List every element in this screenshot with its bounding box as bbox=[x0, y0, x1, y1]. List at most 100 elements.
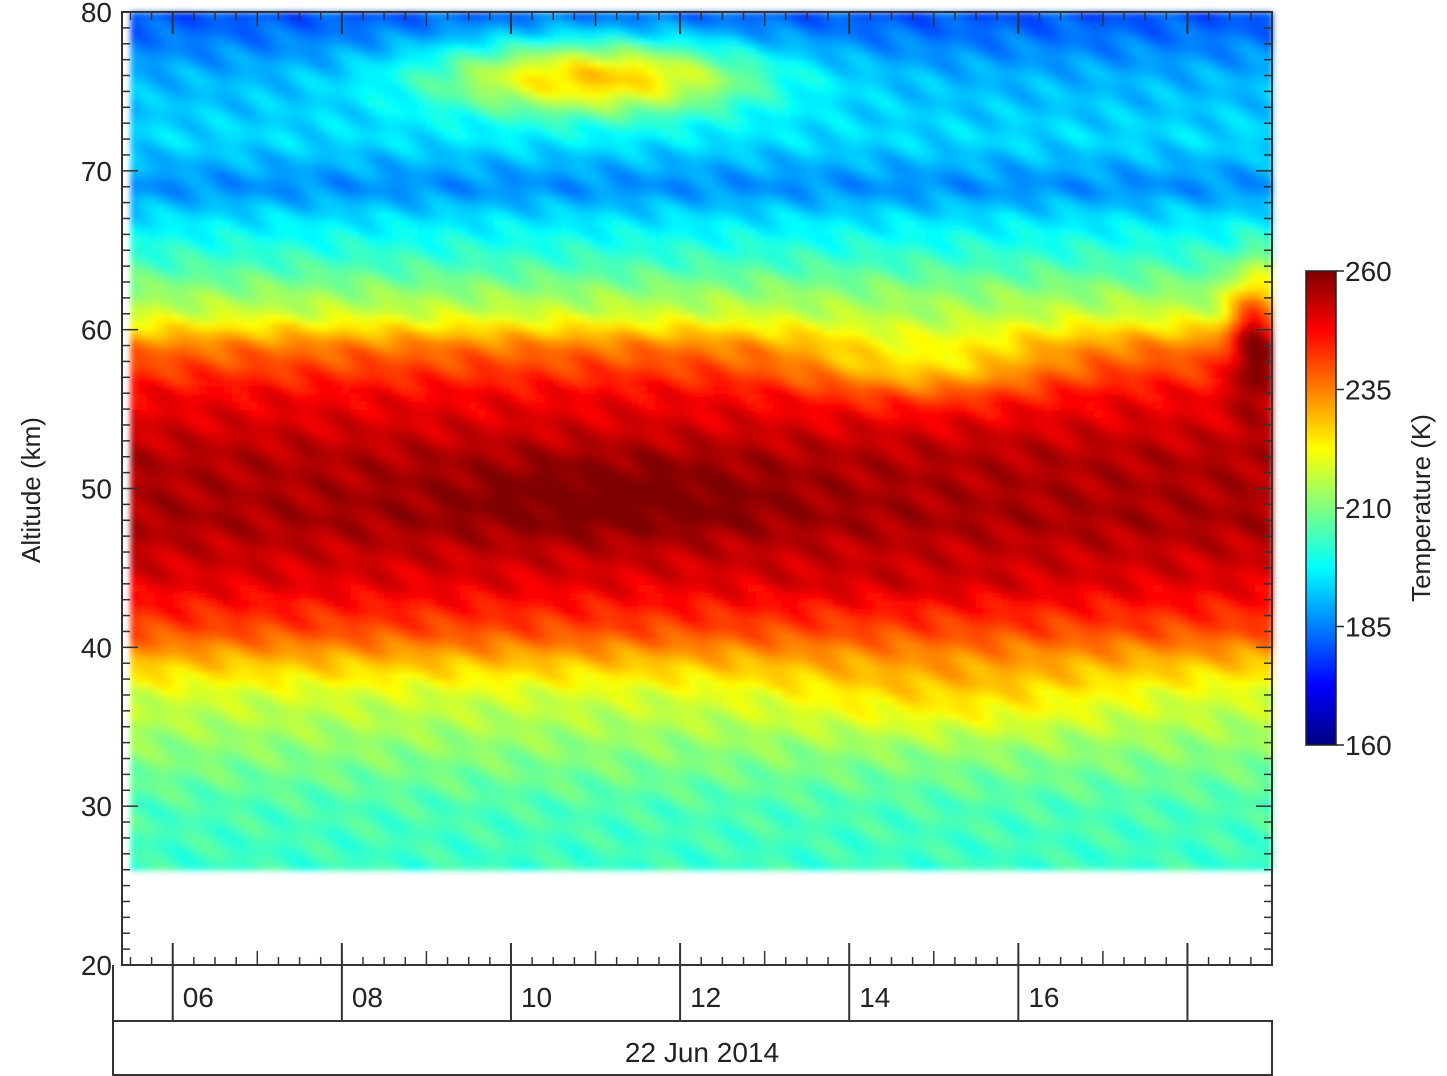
heat-cell bbox=[248, 417, 259, 426]
heat-cell bbox=[265, 575, 276, 585]
heat-cell bbox=[164, 139, 174, 148]
heat-cell bbox=[341, 12, 352, 21]
heat-cell bbox=[248, 758, 259, 768]
heat-cell bbox=[401, 766, 411, 776]
heat-cell bbox=[164, 123, 174, 133]
heat-cell bbox=[274, 861, 284, 871]
heat-cell bbox=[358, 695, 369, 704]
heat-cell bbox=[299, 798, 310, 808]
heat-cell bbox=[502, 472, 512, 482]
heat-cell bbox=[333, 12, 343, 21]
heat-cell bbox=[485, 718, 496, 728]
heat-cell bbox=[198, 560, 208, 569]
heat-cell bbox=[409, 790, 419, 800]
heat-cell bbox=[198, 147, 208, 156]
heat-cell bbox=[468, 139, 479, 148]
heat-cell bbox=[265, 274, 276, 283]
heat-cell bbox=[451, 393, 462, 403]
heat-cell bbox=[130, 178, 140, 188]
heat-cell bbox=[215, 726, 225, 736]
heat-cell bbox=[189, 750, 200, 760]
heat-cell bbox=[392, 369, 403, 379]
heat-cell bbox=[181, 59, 191, 69]
heat-cell bbox=[451, 607, 462, 617]
heat-cell bbox=[477, 671, 487, 681]
heat-cell bbox=[181, 83, 191, 93]
heat-cell bbox=[324, 266, 335, 275]
heat-cell bbox=[198, 480, 208, 490]
heat-cell bbox=[341, 575, 352, 585]
heat-cell bbox=[299, 702, 310, 712]
heat-cell bbox=[172, 266, 183, 275]
heat-cell bbox=[375, 194, 386, 204]
heat-cell bbox=[367, 377, 377, 387]
heat-cell bbox=[460, 599, 470, 609]
heat-cell bbox=[265, 480, 276, 490]
heat-cell bbox=[248, 861, 259, 871]
heat-cell bbox=[367, 591, 377, 601]
heat-cell bbox=[257, 655, 267, 665]
heat-cell bbox=[350, 401, 360, 410]
heat-cell bbox=[282, 242, 293, 252]
heat-cell bbox=[511, 702, 521, 712]
heat-cell bbox=[198, 401, 208, 410]
heat-cell bbox=[274, 456, 284, 466]
heat-cell bbox=[299, 377, 310, 387]
heat-cell bbox=[451, 226, 462, 236]
heat-cell bbox=[333, 19, 343, 29]
heat-cell bbox=[511, 155, 521, 164]
heat-cell bbox=[206, 456, 217, 466]
heat-cell bbox=[189, 544, 200, 553]
heat-cell bbox=[460, 266, 470, 275]
heat-cell bbox=[198, 377, 208, 387]
heat-cell bbox=[384, 488, 394, 498]
heat-cell bbox=[426, 305, 436, 315]
heat-cell bbox=[460, 186, 470, 196]
heat-cell bbox=[240, 393, 250, 403]
heat-cell bbox=[468, 440, 479, 450]
heat-cell bbox=[418, 615, 428, 625]
heat-cell bbox=[316, 504, 326, 514]
heat-cell bbox=[384, 806, 394, 816]
heat-cell bbox=[392, 623, 403, 633]
heat-cell bbox=[367, 464, 377, 474]
heat-cell bbox=[181, 591, 191, 601]
heat-cell bbox=[282, 742, 293, 752]
heat-cell bbox=[324, 567, 335, 577]
heat-cell bbox=[291, 496, 301, 506]
heat-cell bbox=[341, 830, 352, 839]
heat-cell bbox=[418, 162, 428, 172]
heat-cell bbox=[316, 702, 326, 712]
heat-cell bbox=[409, 575, 419, 585]
heat-cell bbox=[172, 583, 183, 593]
heat-cell bbox=[308, 448, 318, 458]
heat-cell bbox=[333, 107, 343, 117]
heat-cell bbox=[392, 258, 403, 268]
heat-cell bbox=[282, 496, 293, 506]
heat-cell bbox=[282, 226, 293, 236]
heat-cell bbox=[164, 742, 174, 752]
heat-cell bbox=[324, 822, 335, 831]
heat-cell bbox=[392, 488, 403, 498]
heat-cell bbox=[324, 798, 335, 808]
heat-cell bbox=[155, 742, 166, 752]
heat-cell bbox=[316, 377, 326, 387]
heat-cell bbox=[434, 710, 445, 720]
heat-cell bbox=[181, 131, 191, 140]
heat-cell bbox=[155, 210, 166, 220]
heat-cell bbox=[231, 456, 242, 466]
heat-cell bbox=[198, 210, 208, 220]
heat-cell bbox=[248, 623, 259, 633]
heat-cell bbox=[240, 718, 250, 728]
heat-cell bbox=[155, 631, 166, 641]
heat-cell bbox=[443, 258, 453, 268]
heat-cell bbox=[257, 59, 267, 69]
heat-cell bbox=[460, 607, 470, 617]
heat-cell bbox=[468, 512, 479, 522]
heat-cell bbox=[333, 218, 343, 228]
heat-cell bbox=[341, 59, 352, 69]
heat-cell bbox=[291, 687, 301, 696]
heat-cell bbox=[265, 361, 276, 371]
heat-cell bbox=[341, 536, 352, 545]
heat-cell bbox=[358, 575, 369, 585]
